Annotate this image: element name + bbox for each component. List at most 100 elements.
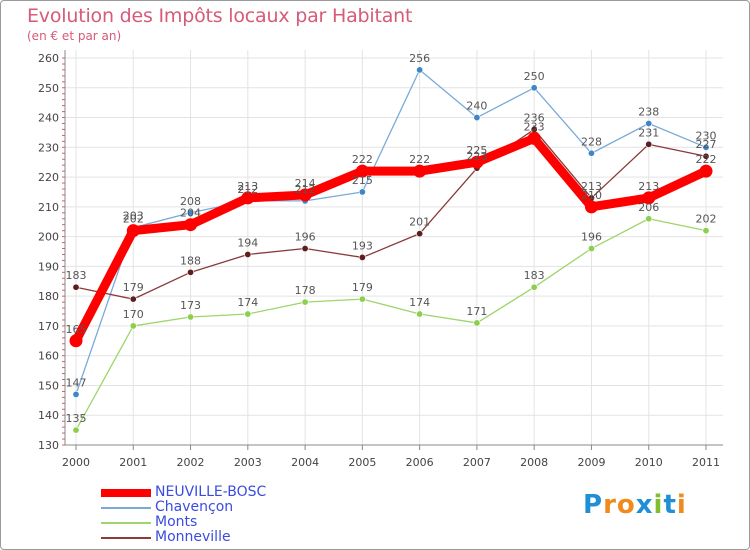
point-neuville-bosc-2005 (355, 164, 369, 178)
point-monneville-2002 (187, 268, 195, 276)
y-tick-label-260: 260 (38, 52, 59, 65)
point-monts-2003 (244, 310, 252, 318)
y-tick-label-200: 200 (38, 231, 59, 244)
proxiti-logo: Proxiti (583, 490, 687, 520)
y-tick-label-220: 220 (38, 171, 59, 184)
legend-swatch-chavencon (101, 507, 151, 509)
point-monts-2002 (187, 313, 195, 321)
x-tick-label-2011: 2011 (692, 456, 720, 469)
data-label-monts-2002: 173 (180, 299, 201, 312)
data-label-chaven-on-2011: 230 (696, 129, 717, 142)
data-label-neuville-bosc-2011: 222 (696, 153, 717, 166)
point-chaven-on-2000 (72, 390, 80, 398)
logo-letter: i (653, 490, 664, 520)
x-tick-label-2005: 2005 (348, 456, 376, 469)
data-label-monts-2000: 135 (66, 412, 87, 425)
x-tick-label-2000: 2000 (62, 456, 90, 469)
data-label-neuville-bosc-2008: 233 (524, 120, 545, 133)
data-label-monts-2005: 179 (352, 281, 373, 294)
point-neuville-bosc-2011 (699, 164, 713, 178)
data-label-monneville-2003: 194 (237, 236, 258, 249)
legend-swatch-neuville-bosc (101, 489, 151, 497)
point-monts-2007 (473, 319, 481, 327)
series-line-monneville (75, 128, 707, 300)
data-label-monts-2007: 171 (466, 305, 487, 318)
chart-title: Evolution des Impôts locaux par Habitant (27, 5, 413, 27)
data-label-chaven-on-2001: 203 (123, 210, 144, 223)
point-neuville-bosc-2009 (584, 200, 598, 214)
plot-area (65, 50, 723, 445)
data-label-monneville-2010: 231 (638, 126, 659, 139)
logo-letter: P (583, 490, 604, 520)
point-monts-2000 (72, 426, 80, 434)
point-neuville-bosc-2007 (470, 155, 484, 169)
data-label-neuville-bosc-2003: 213 (237, 180, 258, 193)
data-label-chaven-on-2010: 238 (638, 105, 659, 118)
y-tick-label-240: 240 (38, 112, 59, 125)
data-label-neuville-bosc-2007: 225 (466, 144, 487, 157)
point-neuville-bosc-2002 (184, 218, 198, 232)
data-label-monts-2008: 183 (524, 269, 545, 282)
y-tick-label-250: 250 (38, 82, 59, 95)
data-label-neuville-bosc-2000: 165 (66, 323, 87, 336)
data-label-chaven-on-2000: 147 (66, 376, 87, 389)
point-chaven-on-2006 (416, 66, 424, 74)
point-neuville-bosc-2000 (69, 334, 83, 348)
point-chaven-on-2011 (702, 143, 710, 151)
chart-subtitle: (en € et par an) (27, 29, 122, 43)
point-neuville-bosc-2006 (413, 164, 427, 178)
data-label-chaven-on-2007: 240 (466, 100, 487, 113)
data-label-monneville-2007: 223 (466, 150, 487, 163)
data-label-monneville-2001: 179 (123, 281, 144, 294)
legend-label-monneville: Monneville (155, 529, 231, 545)
data-label-monneville-2000: 183 (66, 269, 87, 282)
y-tick-label-130: 130 (38, 439, 59, 452)
data-label-chaven-on-2006: 256 (409, 52, 430, 65)
point-monneville-2003 (244, 250, 252, 258)
point-monts-2009 (587, 245, 595, 253)
logo-letter: i (676, 490, 687, 520)
data-label-chaven-on-2002: 208 (180, 195, 201, 208)
data-label-neuville-bosc-2005: 222 (352, 153, 373, 166)
data-label-monneville-2004: 196 (295, 231, 316, 244)
point-neuville-bosc-2010 (642, 191, 656, 205)
series-line-monts (75, 218, 707, 431)
data-label-monneville-2011: 227 (696, 138, 717, 151)
data-label-monts-2001: 170 (123, 308, 144, 321)
x-tick-label-2008: 2008 (520, 456, 548, 469)
point-monts-2006 (416, 310, 424, 318)
series-line-neuville-bosc (71, 133, 711, 346)
point-monneville-2005 (358, 253, 366, 261)
data-label-monneville-2002: 188 (180, 254, 201, 267)
y-tick-label-160: 160 (38, 350, 59, 363)
y-tick-label-150: 150 (38, 379, 59, 392)
point-monneville-2010 (645, 140, 653, 148)
data-label-monneville-2009: 213 (581, 180, 602, 193)
y-tick-label-170: 170 (38, 320, 59, 333)
y-tick-label-180: 180 (38, 290, 59, 303)
data-label-neuville-bosc-2010: 213 (638, 180, 659, 193)
point-chaven-on-2010 (645, 119, 653, 127)
point-monneville-2006 (416, 230, 424, 238)
logo-letter: t (663, 490, 677, 520)
legend-label-neuville-bosc: NEUVILLE-BOSC (155, 484, 267, 500)
point-neuville-bosc-2003 (241, 191, 255, 205)
x-tick-label-2007: 2007 (463, 456, 491, 469)
data-label-monneville-2008: 236 (524, 111, 545, 124)
point-monneville-2011 (702, 152, 710, 160)
logo-letter: x (635, 490, 654, 520)
data-label-monts-2011: 202 (696, 213, 717, 226)
point-monts-2001 (129, 322, 137, 330)
x-tick-label-2004: 2004 (291, 456, 319, 469)
legend-swatch-monneville (101, 537, 151, 539)
data-label-monneville-2006: 201 (409, 216, 430, 229)
data-label-monts-2010: 206 (638, 201, 659, 214)
data-label-chaven-on-2009: 228 (581, 135, 602, 148)
point-chaven-on-2002 (187, 209, 195, 217)
logo-letter: r (603, 490, 617, 520)
y-tick-label-230: 230 (38, 141, 59, 154)
point-monts-2011 (702, 227, 710, 235)
point-monneville-2001 (129, 295, 137, 303)
